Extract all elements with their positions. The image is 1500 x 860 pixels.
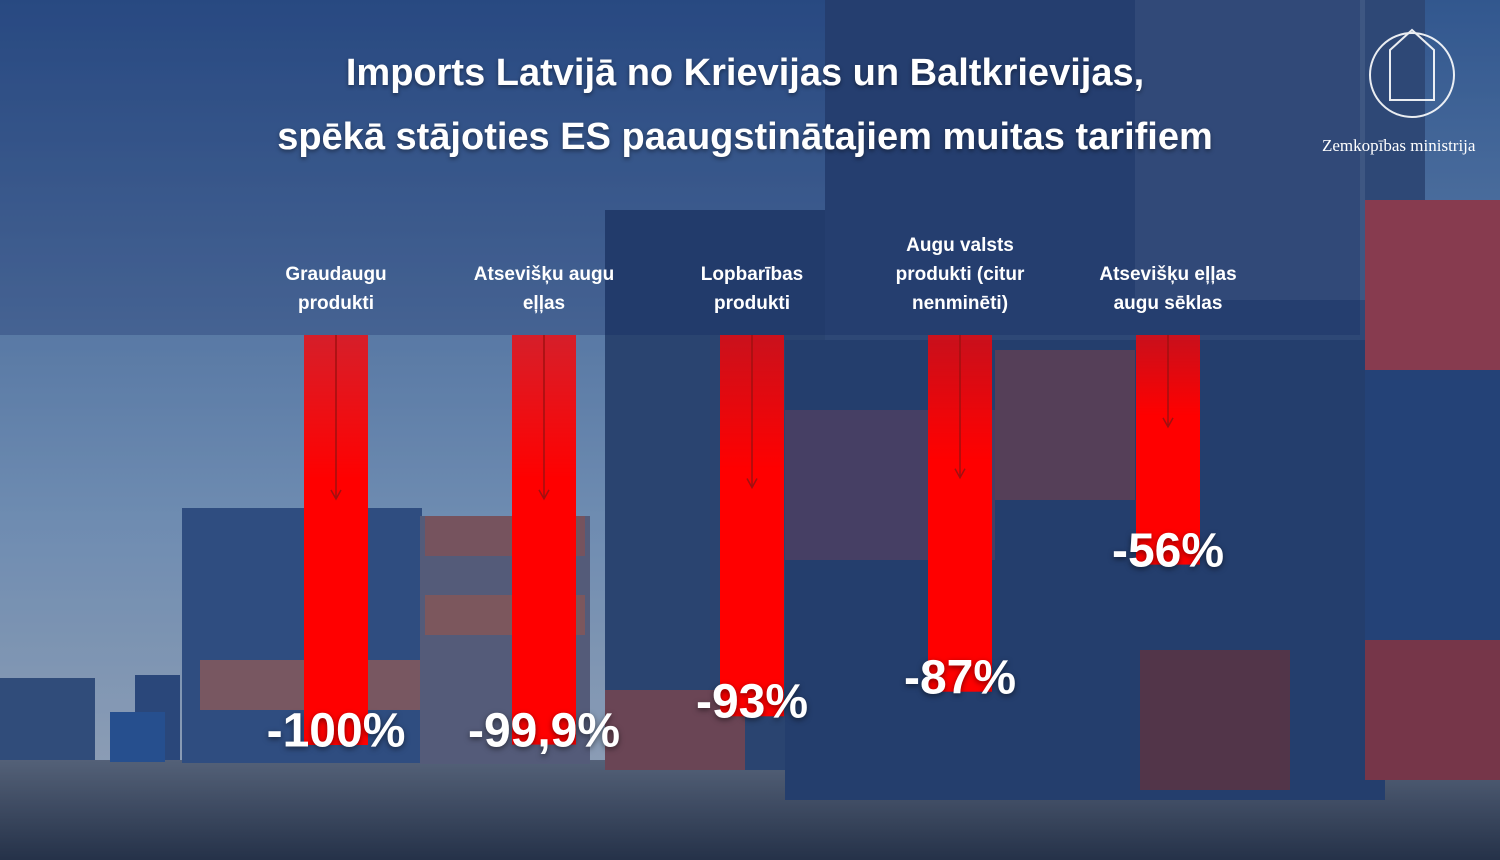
arrow-head [330, 489, 342, 501]
chart-title: spēkā stājoties ES paaugstinātajiem muit… [277, 116, 1213, 158]
category-label: Atsevišķu augu eļļas [473, 264, 615, 314]
value-label: -56% [1111, 524, 1225, 578]
logo-text: Zemkopības ministrija [1322, 136, 1476, 155]
arrow-head [954, 468, 966, 480]
arrow-head [746, 478, 758, 490]
category-label: Atsevišķu eļļas augu sēklas [1099, 264, 1237, 314]
category-label: Graudaugu produkti [285, 264, 387, 314]
arrow-head [1162, 417, 1174, 429]
value-label: -99,9% [467, 704, 621, 758]
logo-emblem [1369, 28, 1455, 118]
header-band [0, 0, 1360, 335]
value-label: -93% [695, 675, 809, 729]
containers [0, 0, 1500, 800]
category-label: Augu valsts produkti (citur nenminēti) [895, 235, 1025, 314]
category-label: Lopbarības produkti [700, 264, 804, 314]
arrow-head [538, 489, 550, 501]
value-label: -87% [903, 651, 1017, 705]
chart-title: Imports Latvijā no Krievijas un Baltkrie… [345, 52, 1145, 94]
value-label: -100% [266, 704, 406, 758]
